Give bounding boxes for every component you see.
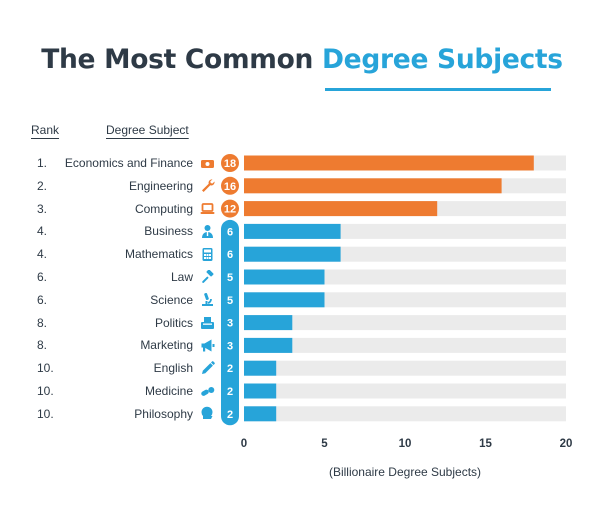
x-tick-label: 20 [560,438,573,450]
bar [244,292,325,308]
megaphone-icon [201,339,215,352]
value-badge [222,406,238,422]
rank-label: 10. [37,406,54,421]
bar [244,223,341,239]
category-label: Economics and Finance [64,156,193,170]
rank-label: 10. [37,361,54,376]
bar-track [244,315,566,331]
value-label: 6 [227,249,233,261]
value-badge [222,360,238,376]
value-label: 3 [227,340,233,352]
wrench-icon [202,179,215,193]
rank-label: 10. [37,384,54,398]
value-badge [222,315,238,331]
category-label: Medicine [144,384,193,398]
rank-label: 6. [37,270,48,284]
x-tick-label: 5 [321,438,328,450]
bar-track [244,360,566,376]
value-badge [222,269,238,285]
gavel-icon [202,269,214,283]
title-part-dark: The Most Common [41,44,322,75]
bar [244,246,341,262]
rank-label: 8. [37,338,48,353]
money-icon [201,159,214,168]
category-label: Marketing [140,338,193,353]
businessman-icon [202,224,213,238]
bar-track [244,406,566,422]
value-badge [221,199,239,218]
rank-label: 8. [37,315,48,330]
value-label: 18 [224,158,236,170]
value-label: 2 [227,363,233,375]
bar-track [244,383,566,399]
bar [244,406,277,422]
rank-label: 6. [37,292,48,307]
value-label: 5 [227,295,233,307]
calculator-icon [202,247,213,261]
value-label: 6 [227,226,233,238]
category-label: Science [150,292,193,307]
rank-label: 3. [37,201,48,216]
laptop-icon [200,203,215,215]
rank-column-header: Rank [31,123,60,137]
microscope-icon [202,293,213,307]
category-label: Philosophy [134,406,193,421]
x-tick-label: 0 [241,438,247,450]
category-label: Engineering [128,178,193,193]
title-underline [325,88,551,91]
rank-label: 4. [37,224,48,239]
title-part-accent: Degree Subjects [321,44,563,75]
bar [244,383,277,399]
subject-column-header: Degree Subject [106,123,189,137]
value-badge [221,176,239,195]
page-title: The Most Common Degree Subjects [0,44,604,75]
value-label: 2 [227,386,233,398]
head-icon [201,407,213,420]
rank-label: 2. [37,178,48,193]
x-tick-label: 10 [399,438,412,450]
category-label: Mathematics [124,247,193,262]
value-badge [222,337,238,353]
pills-icon [201,386,215,396]
pencil-icon [202,360,215,374]
bar [244,178,502,194]
bar [244,269,325,285]
bar [244,337,293,353]
value-label: 3 [227,318,233,330]
value-label: 12 [224,204,236,216]
rank-label: 4. [37,247,48,262]
bar [244,315,293,331]
value-label: 5 [227,272,233,284]
value-label: 2 [227,409,233,421]
rank-label: 1. [37,156,48,170]
bar [244,155,534,171]
category-label: Politics [154,315,193,330]
value-badge [221,154,239,172]
x-axis-title: (Billionaire Degree Subjects) [328,465,482,479]
ballot-box-icon [201,317,214,330]
bar-track [244,337,566,353]
bar [244,201,438,217]
category-label: Business [144,224,193,239]
value-badge [222,292,238,308]
value-label: 16 [224,181,236,193]
x-tick-label: 15 [479,438,492,450]
bar [244,360,277,376]
value-badge [222,223,238,239]
category-label: English [153,361,193,376]
value-badge [222,383,238,399]
category-label: Computing [134,201,193,216]
value-badge [222,246,238,262]
category-label: Law [170,270,193,284]
